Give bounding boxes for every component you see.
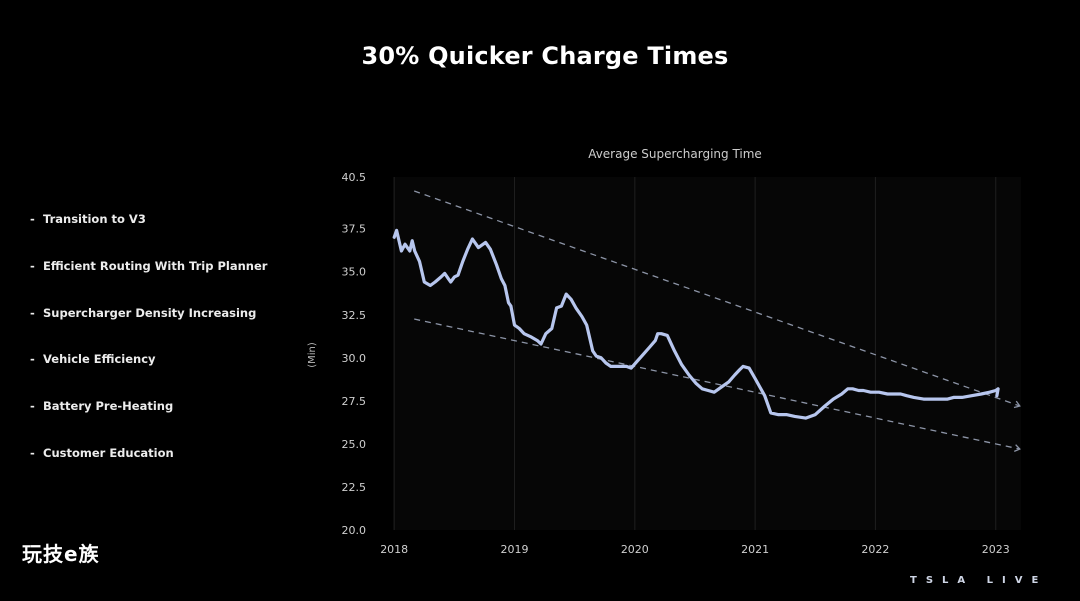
feature-item-label: Transition to V3 (43, 212, 146, 226)
feature-item: - Customer Education (30, 446, 267, 493)
feature-item: - Transition to V3 (30, 212, 267, 259)
bullet-marker: - (30, 445, 35, 460)
x-tick-label: 2019 (501, 543, 529, 556)
grid-lines (393, 177, 997, 530)
y-tick-label: 25.0 (342, 438, 367, 451)
bullet-marker: - (30, 399, 35, 414)
y-axis-label: (Min) (307, 342, 318, 368)
bullet-marker: - (30, 212, 35, 226)
trend-arrow (1013, 400, 1021, 409)
slide-title: 30% Quicker Charge Times (361, 42, 729, 70)
feature-item: - Efficient Routing With Trip Planner (30, 259, 267, 306)
y-tick-label: 37.5 (342, 223, 367, 236)
y-tick-label: 27.5 (342, 395, 367, 408)
x-tick-label: 2021 (741, 543, 769, 556)
y-tick-label: 35.0 (342, 266, 367, 279)
feature-item: - Supercharger Density Increasing (30, 306, 267, 353)
brand-logo: TSLA LIVE (910, 575, 1048, 586)
plot-area (393, 177, 1021, 530)
bullet-marker: - (30, 352, 35, 367)
feature-item-label: Customer Education (43, 445, 174, 460)
axis-tick-labels: 2018 2019 2020 2021 2022 2023 40.5 37.5 35.0 32.5… (342, 171, 1010, 556)
feature-item-label: Supercharger Density Increasing (43, 305, 257, 320)
feature-item-label: Vehicle Efficiency (43, 352, 156, 367)
y-tick-label: 32.5 (342, 309, 367, 322)
y-tick-label: 30.0 (342, 352, 367, 365)
x-tick-label: 2022 (861, 543, 889, 556)
trend-arrow (1013, 444, 1021, 452)
y-tick-label: 20.0 (342, 524, 367, 537)
trend-line (414, 318, 1020, 450)
y-tick-label: 22.5 (342, 481, 367, 494)
bullet-marker: - (30, 305, 35, 320)
trend-line (413, 190, 1021, 407)
x-tick-label: 2020 (621, 543, 649, 556)
series-line (392, 228, 1000, 420)
feature-item: - Battery Pre-Heating (30, 399, 267, 446)
x-tick-label: 2018 (380, 543, 408, 556)
x-tick-label: 2023 (982, 543, 1010, 556)
trend-lines (413, 190, 1021, 452)
watermark: 玩技e族 (22, 542, 100, 566)
feature-list: - Transition to V3 - Efficient Routing Wit… (30, 212, 267, 493)
feature-item-label: Efficient Routing With Trip Planner (43, 258, 268, 273)
bullet-marker: - (30, 258, 35, 273)
feature-item: - Vehicle Efficiency (30, 352, 267, 399)
y-tick-label: 40.5 (342, 171, 367, 184)
chart-title: Average Supercharging Time (588, 147, 762, 161)
feature-item-label: Battery Pre-Heating (43, 399, 174, 414)
